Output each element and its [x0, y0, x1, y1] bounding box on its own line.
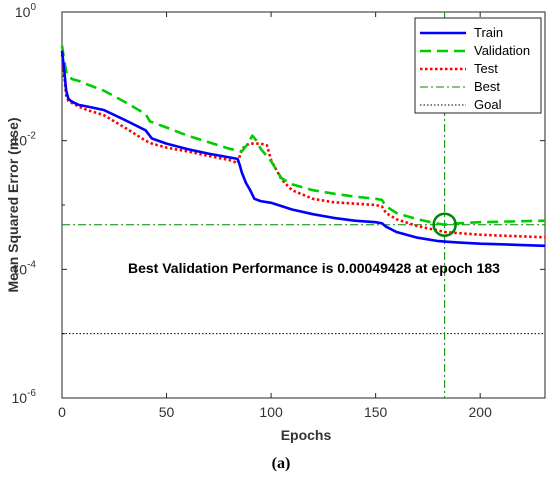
- best-point-marker: [432, 212, 457, 237]
- validation-series-line: [60, 45, 546, 226]
- y-tick-label: 100: [15, 2, 37, 20]
- y-tick-label: 10-4: [12, 259, 37, 277]
- best-validation-annotation: Best Validation Performance is 0.0004942…: [128, 260, 500, 276]
- axis-ticks: 0 50 100 150 200 100 10-2 10-4 10-6: [12, 2, 545, 420]
- y-tick-label: 10-6: [12, 388, 37, 406]
- legend-label-goal: Goal: [474, 97, 502, 112]
- y-tick-label: 10-2: [12, 131, 37, 149]
- legend: Train Validation Test Best Goal: [414, 17, 542, 114]
- x-tick-label: 200: [469, 404, 493, 420]
- legend-label-test: Test: [474, 61, 498, 76]
- x-tick-label: 100: [259, 404, 283, 420]
- legend-label-best: Best: [474, 79, 500, 94]
- best-marker: [432, 212, 457, 237]
- y-axis-title: Mean Squared Error (mse): [5, 117, 21, 292]
- series-layer: [60, 45, 546, 248]
- x-axis-title: Epochs: [281, 427, 332, 443]
- figure-caption: (a): [272, 455, 291, 472]
- x-tick-label: 0: [58, 404, 66, 420]
- x-tick-label: 50: [159, 404, 175, 420]
- legend-label-validation: Validation: [474, 43, 530, 58]
- x-tick-label: 150: [364, 404, 388, 420]
- legend-label-train: Train: [474, 25, 503, 40]
- train-series-line: [60, 50, 546, 248]
